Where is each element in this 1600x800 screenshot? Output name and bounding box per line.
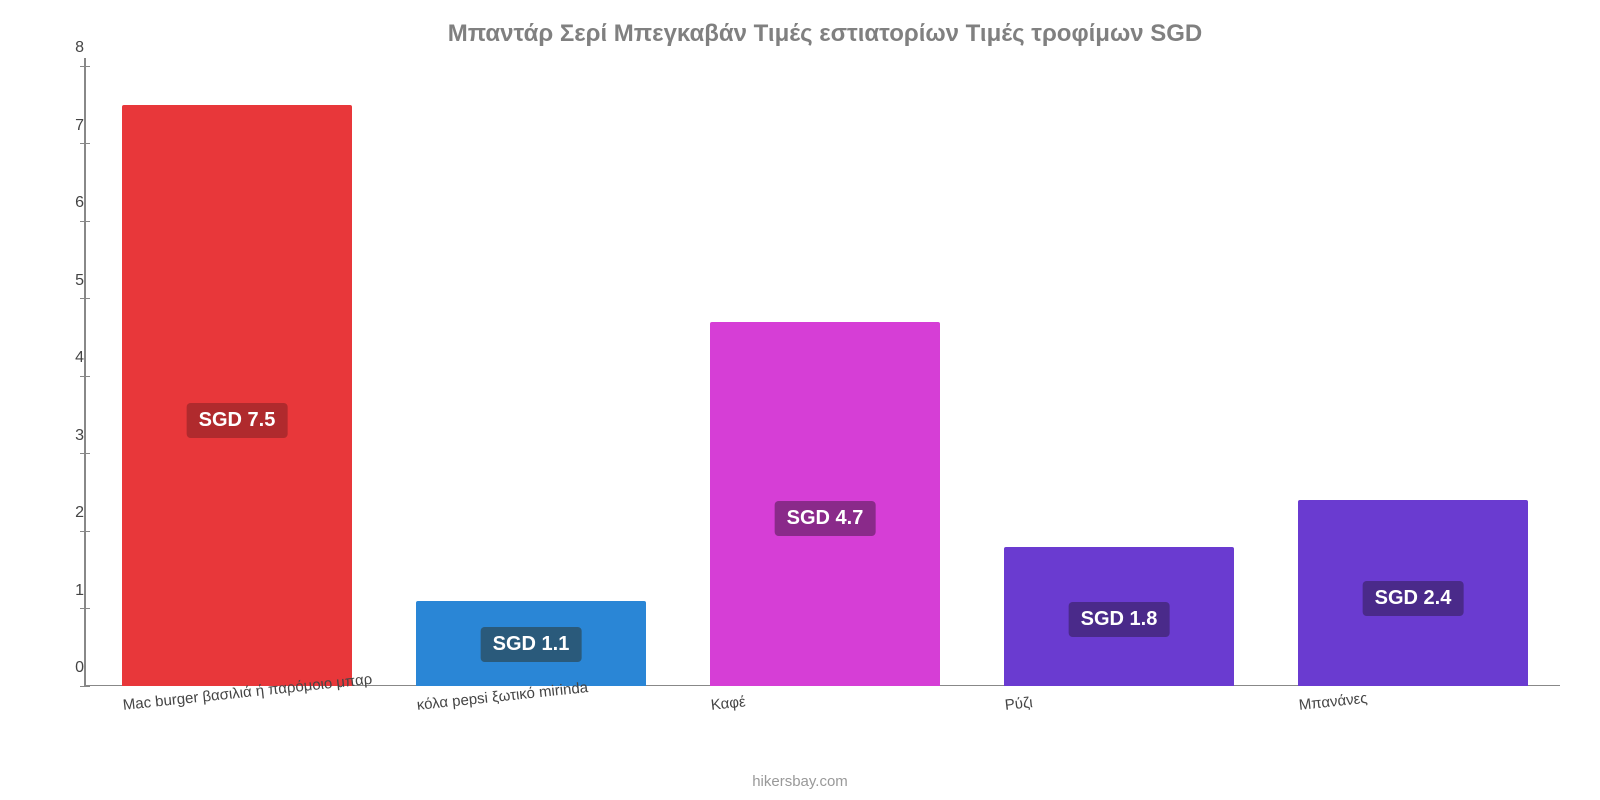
bar: SGD 2.4 (1298, 500, 1527, 686)
x-category-label: Καφέ (710, 693, 747, 714)
y-axis-line (84, 58, 86, 686)
bar: SGD 7.5 (122, 105, 351, 686)
bar-value-label: SGD 4.7 (775, 501, 876, 536)
y-tick (80, 686, 90, 687)
bar: SGD 1.1 (416, 601, 645, 686)
y-tick (80, 66, 90, 67)
y-tick-label: 0 (44, 659, 84, 677)
bar: SGD 1.8 (1004, 547, 1233, 687)
x-category-label: Ρύζι (1004, 694, 1034, 714)
y-tick-label: 1 (44, 582, 84, 600)
y-tick (80, 453, 90, 454)
y-tick-label: 8 (44, 39, 84, 57)
bar-value-label: SGD 7.5 (187, 403, 288, 438)
bar: SGD 4.7 (710, 322, 939, 686)
bars-container: SGD 7.5Mac burger βασιλιά ή παρόμοιο μπα… (90, 66, 1560, 686)
y-tick (80, 298, 90, 299)
y-tick-label: 6 (44, 194, 84, 212)
bar-value-label: SGD 1.1 (481, 627, 582, 662)
y-tick (80, 608, 90, 609)
chart-title: Μπαντάρ Σερί Μπεγκαβάν Τιμές εστιατορίων… (90, 20, 1560, 48)
bar-chart: Μπαντάρ Σερί Μπεγκαβάν Τιμές εστιατορίων… (0, 0, 1600, 800)
bar-value-label: SGD 2.4 (1363, 581, 1464, 616)
y-tick (80, 221, 90, 222)
y-tick (80, 376, 90, 377)
y-tick-label: 4 (44, 349, 84, 367)
y-tick (80, 531, 90, 532)
y-tick (80, 143, 90, 144)
plot-area: SGD 7.5Mac burger βασιλιά ή παρόμοιο μπα… (90, 66, 1560, 686)
chart-credit: hikersbay.com (752, 773, 848, 790)
y-tick-label: 2 (44, 504, 84, 522)
y-tick-label: 7 (44, 117, 84, 135)
x-category-label: Μπανάνες (1298, 690, 1368, 714)
y-tick-label: 5 (44, 272, 84, 290)
bar-value-label: SGD 1.8 (1069, 602, 1170, 637)
y-tick-label: 3 (44, 427, 84, 445)
